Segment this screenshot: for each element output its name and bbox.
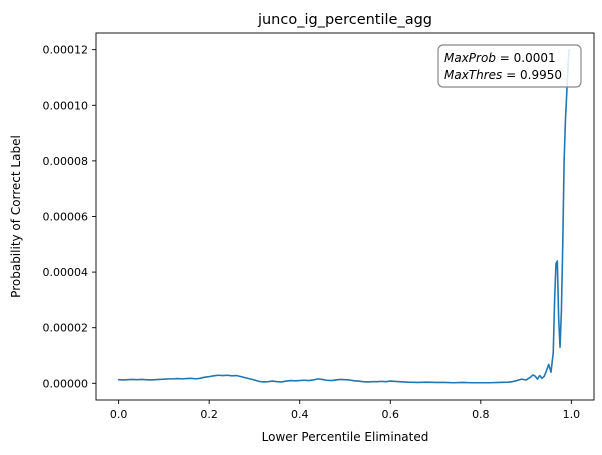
plot-area-background bbox=[96, 33, 594, 400]
chart-title: junco_ig_percentile_agg bbox=[257, 12, 432, 28]
series-line bbox=[117, 48, 570, 384]
annotation-maxthres-symbol: MaxThres bbox=[444, 68, 502, 82]
y-tick-label: 0.00000 bbox=[43, 377, 89, 390]
annotation-line-maxthres: MaxThres = 0.9950 bbox=[444, 68, 562, 82]
x-tick-label: 0.6 bbox=[382, 408, 400, 421]
y-tick-label: 0.00002 bbox=[43, 322, 89, 335]
y-tick-label: 0.00004 bbox=[43, 266, 89, 279]
x-axis-label: Lower Percentile Eliminated bbox=[262, 430, 429, 444]
x-axis: 0.0 0.2 0.4 0.6 0.8 1.0 bbox=[110, 400, 580, 421]
y-axis-label: Probability of Correct Label bbox=[9, 135, 23, 298]
annotation-line-maxprob: MaxProb = 0.0001 bbox=[444, 51, 556, 65]
annotation-maxprob-value: = 0.0001 bbox=[496, 51, 556, 65]
y-tick-label: 0.00010 bbox=[43, 99, 89, 112]
y-axis: 0.00000 0.00002 0.00004 0.00006 0.00008 0.000… bbox=[43, 44, 96, 390]
plot-area bbox=[95, 32, 595, 401]
x-tick-label: 0.0 bbox=[110, 408, 128, 421]
annotation-maxthres-value: = 0.9950 bbox=[502, 68, 562, 82]
y-tick-label: 0.00008 bbox=[43, 155, 89, 168]
annotation-box: MaxProb = 0.0001 MaxThres = 0.9950 bbox=[437, 44, 582, 88]
y-tick-label: 0.00012 bbox=[43, 44, 89, 57]
x-tick-label: 1.0 bbox=[563, 408, 581, 421]
x-tick-label: 0.4 bbox=[291, 408, 309, 421]
annotation-maxprob-symbol: MaxProb bbox=[444, 51, 496, 65]
annotation-box-frame bbox=[437, 44, 582, 88]
x-tick-label: 0.8 bbox=[472, 408, 490, 421]
x-tick-label: 0.2 bbox=[200, 408, 218, 421]
y-tick-label: 0.00006 bbox=[43, 211, 89, 224]
